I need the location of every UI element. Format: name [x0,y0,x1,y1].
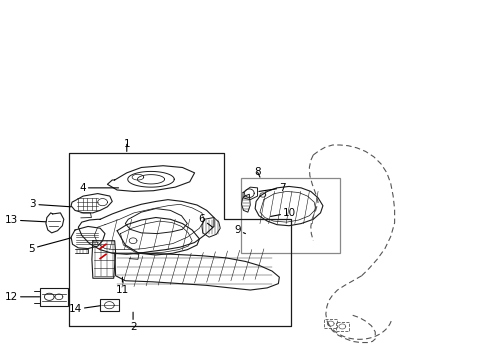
Text: 1: 1 [123,139,130,152]
Text: 9: 9 [233,225,245,235]
Text: 12: 12 [4,292,40,302]
Text: 7: 7 [259,183,285,193]
Text: 11: 11 [116,277,129,295]
Bar [100,299,118,311]
Text: 10: 10 [270,208,296,218]
Text: 13: 13 [4,215,46,225]
Bar [335,322,348,331]
Bar [40,288,67,306]
Bar [240,178,339,253]
Text: 6: 6 [198,213,212,227]
Text: 5: 5 [28,238,71,253]
Text: 14: 14 [68,304,100,314]
Text: 2: 2 [129,312,136,332]
Text: 4: 4 [79,183,118,193]
Bar [323,319,337,328]
Text: 3: 3 [29,199,71,209]
Text: 8: 8 [254,167,260,177]
